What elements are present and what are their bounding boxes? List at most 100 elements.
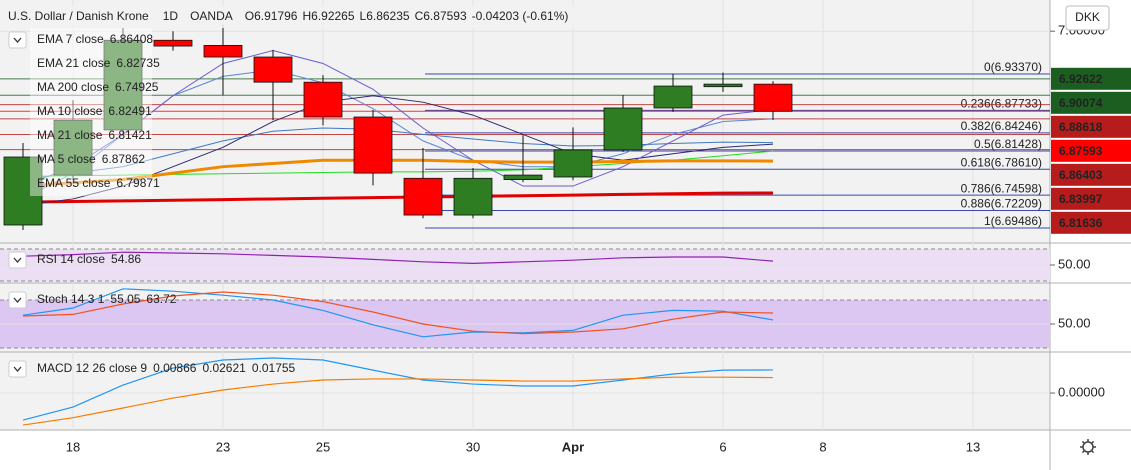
x-tick-label: Apr — [562, 439, 584, 454]
indicator-line — [22, 288, 774, 338]
fib-label: 0.382(6.84246) — [961, 119, 1042, 133]
legend-value: 0.00866 — [153, 361, 197, 375]
legend-value: 63.72 — [146, 292, 176, 306]
candle-body — [303, 81, 343, 118]
legend-name: MA 10 close — [37, 104, 103, 118]
candle-body — [353, 116, 393, 174]
legend-value: 0.02621 — [202, 361, 246, 375]
legend-value: 6.82735 — [116, 56, 160, 70]
legend-value: 6.74925 — [115, 80, 159, 94]
price-tag-label: 6.88618 — [1059, 120, 1103, 134]
x-tick-label: 6 — [719, 439, 726, 454]
price-tag-label: 6.83997 — [1059, 192, 1103, 206]
legend-name: MA 21 close — [37, 128, 103, 142]
pane-legend-title: MACD 12 26 close 9 — [37, 361, 147, 375]
header-text: H6.92265 — [302, 9, 354, 23]
indicator-line — [22, 357, 774, 421]
x-tick-label: 8 — [819, 439, 826, 454]
candle-body — [753, 83, 793, 112]
header: U.S. Dollar / Danish Krone 1D OANDA O6.9179… — [0, 6, 662, 28]
button-box[interactable] — [8, 360, 27, 378]
price-tag — [1051, 139, 1131, 162]
header-text: O6.91796 — [245, 9, 298, 23]
header-text: L6.86235 — [360, 9, 410, 23]
collapse-button[interactable] — [8, 31, 27, 49]
collapse-button[interactable] — [8, 251, 27, 269]
fib-label: 0.236(6.87733) — [961, 97, 1042, 111]
legend-name: EMA 7 close — [37, 32, 104, 46]
button-box[interactable] — [8, 31, 27, 49]
candle-body — [403, 177, 443, 216]
price-tag — [1051, 115, 1131, 138]
candle-body — [453, 177, 493, 216]
candle-body — [653, 85, 693, 109]
price-tag — [1051, 91, 1131, 114]
price-tag-label: 6.90074 — [1059, 96, 1103, 110]
candle-body — [153, 39, 193, 47]
collapse-button[interactable] — [8, 360, 27, 378]
chevron[interactable] — [13, 257, 22, 263]
price-tag — [1051, 187, 1131, 210]
candle-body — [3, 156, 43, 226]
legend-value: 6.79871 — [116, 176, 160, 190]
chevron[interactable] — [13, 297, 22, 303]
candle-body — [503, 174, 543, 180]
indicator-line — [22, 291, 774, 335]
candle-body — [53, 119, 93, 176]
price-tag — [1051, 67, 1131, 90]
price-tag-label: 6.87593 — [1059, 144, 1103, 158]
price-tag-label: 6.92622 — [1059, 72, 1103, 86]
x-tick-label: 13 — [966, 439, 980, 454]
header-backdrop — [0, 6, 662, 28]
price-tag-label: 6.86403 — [1059, 168, 1103, 182]
indicator-line — [22, 50, 774, 187]
chevron[interactable] — [13, 366, 22, 372]
legend-name: EMA 21 close — [37, 56, 111, 70]
settings-button[interactable] — [1080, 439, 1096, 455]
indicator-line — [22, 158, 774, 188]
currency-label: DKK — [1075, 10, 1100, 24]
indicator-line — [22, 191, 774, 204]
x-tick-label: 18 — [66, 439, 80, 454]
fib-label: 0.5(6.81428) — [974, 137, 1042, 151]
header-text: -0.04203 (-0.61%) — [472, 9, 569, 23]
legend-name: EMA 55 close — [37, 176, 111, 190]
indicator-line — [22, 251, 774, 265]
candle-body — [703, 83, 743, 88]
fib-label: 1(6.69486) — [984, 214, 1042, 228]
indicator-lines — [22, 50, 774, 426]
x-tick-label: 30 — [466, 439, 480, 454]
indicator-line — [22, 127, 774, 181]
legend-value: 6.81421 — [108, 128, 152, 142]
currency-box — [1065, 5, 1110, 31]
price-tag-label: 6.81636 — [1059, 216, 1103, 230]
candle-body — [253, 56, 293, 83]
y-tick-label: 0.00000 — [1058, 384, 1105, 399]
legend-name: MA 5 close — [37, 152, 96, 166]
y-tick-label: 50.00 — [1058, 315, 1091, 330]
candle-body — [103, 39, 143, 131]
fib-label: 0.786(6.74598) — [961, 181, 1042, 195]
legend-backdrop — [30, 28, 152, 196]
header-text: OANDA — [190, 9, 233, 23]
header-text: C6.87593 — [415, 9, 467, 23]
y-tick-label: 50.00 — [1058, 256, 1091, 271]
button-box[interactable] — [8, 251, 27, 269]
legend-name: MA 200 close — [37, 80, 109, 94]
collapse-button[interactable] — [8, 291, 27, 309]
fib-label: 0(6.93370) — [984, 60, 1042, 74]
legend-value: 55.05 — [110, 292, 140, 306]
legend-value: 54.86 — [111, 252, 141, 266]
legend-value: 6.86408 — [110, 32, 154, 46]
chevron[interactable] — [13, 37, 22, 43]
legend-value: 6.82491 — [108, 104, 152, 118]
price-tag — [1051, 163, 1131, 186]
x-tick-label: 23 — [216, 439, 230, 454]
header-text: 1D — [163, 9, 179, 23]
legend-value: 6.87862 — [102, 152, 146, 166]
candle-body — [603, 107, 643, 151]
header-text: U.S. Dollar / Danish Krone — [8, 9, 149, 23]
button-box[interactable] — [8, 291, 27, 309]
